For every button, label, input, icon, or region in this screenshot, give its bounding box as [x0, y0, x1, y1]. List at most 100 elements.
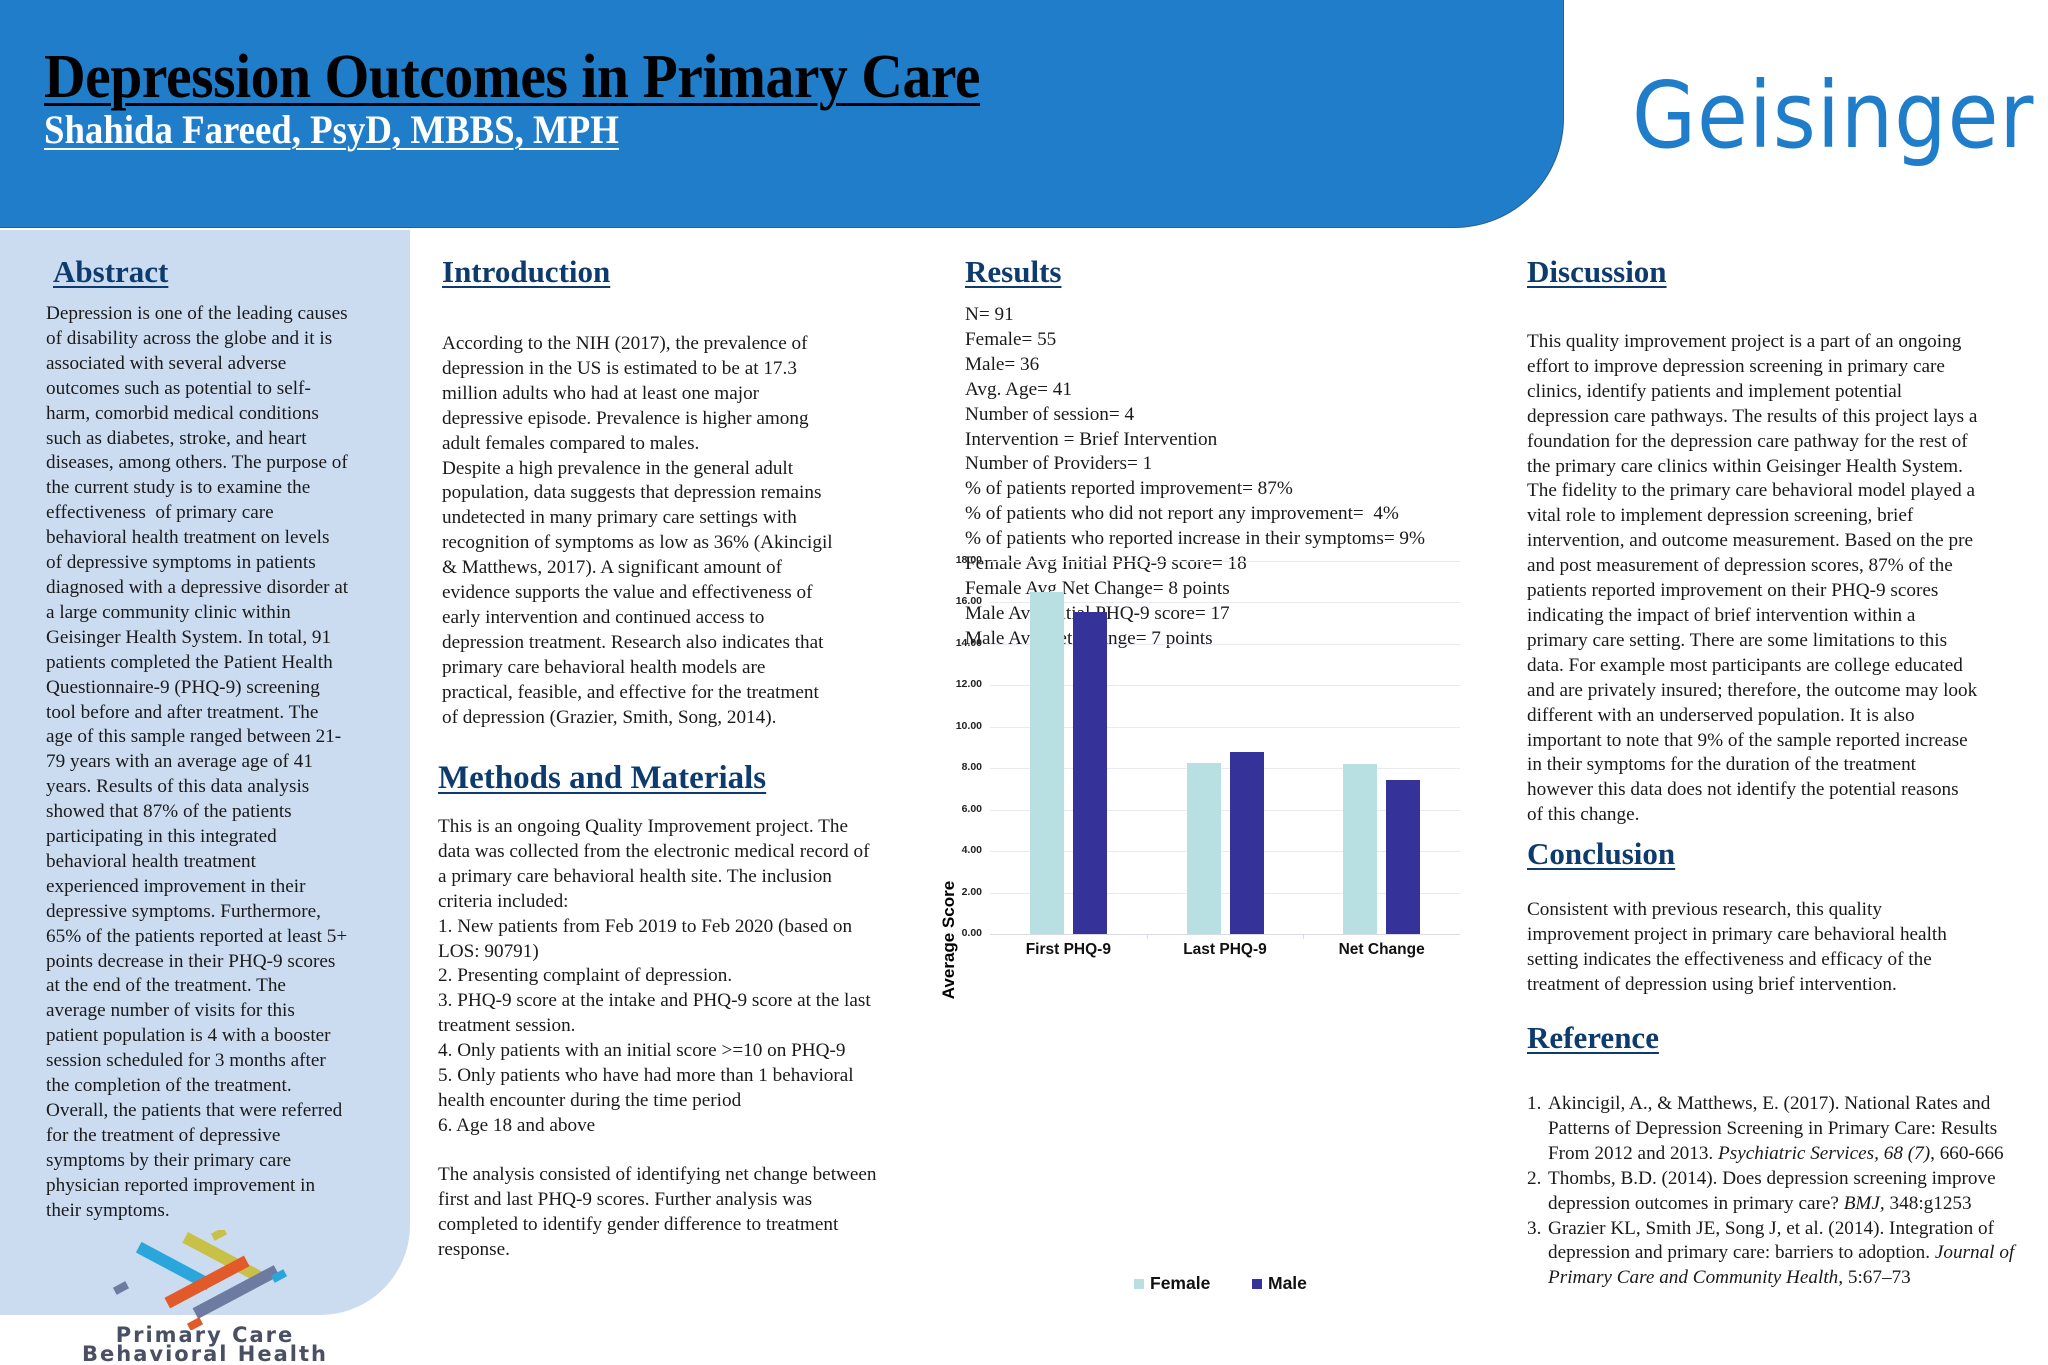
text-line: tool before and after treatment. The: [46, 701, 319, 723]
pcbh-line2: Behavioral Health: [82, 1342, 328, 1365]
text-line: % of patients who did not report any imp…: [965, 503, 1399, 525]
text-line: data. For example most participants are …: [1527, 654, 1963, 676]
text-line: Female Avg Initial PHQ-9 score= 18: [965, 553, 1247, 575]
text-line: of disability across the globe and it is: [46, 327, 333, 349]
reference-heading: Reference: [1527, 1020, 1659, 1055]
text-line: Number of session= 4: [965, 403, 1135, 425]
text-line: patient population is 4 with a booster: [46, 1025, 331, 1047]
text-line: 4. Only patients with an initial score >…: [438, 1040, 846, 1062]
text-line: age of this sample ranged between 21-: [46, 726, 342, 748]
text-line: the current study is to examine the: [46, 477, 311, 499]
text-line: physician reported improvement in: [46, 1174, 316, 1196]
discussion-text: This quality improvement project is a pa…: [1527, 330, 2027, 828]
text-line: years. Results of this data analysis: [46, 776, 310, 798]
poster-header: Depression Outcomes in Primary Care Shah…: [0, 0, 1564, 228]
text-line: symptoms by their primary care: [46, 1149, 292, 1171]
chart-y-tick: 18.00: [955, 554, 982, 566]
text-line: clinics, identify patients and implement…: [1527, 380, 1903, 402]
methods-analysis: The analysis consisted of identifying ne…: [438, 1163, 918, 1263]
text-line: diagnosed with a depressive disorder at: [46, 576, 349, 598]
text-line: 1. New patients from Feb 2019 to Feb 202…: [438, 915, 853, 937]
text-line: This quality improvement project is a pa…: [1527, 331, 1962, 352]
text-line: undetected in many primary care settings…: [442, 507, 797, 529]
chart-bar-male: [1386, 779, 1421, 934]
text-line: effectiveness of primary care: [46, 502, 274, 524]
abstract-heading: Abstract: [53, 254, 169, 289]
text-line: experienced improvement in their: [46, 875, 306, 897]
text-line: recognition of symptoms as low as 36% (A…: [442, 532, 833, 554]
text-line: Avg. Age= 41: [965, 378, 1072, 400]
text-line: points decrease in their PHQ-9 scores: [46, 950, 336, 972]
text-line: depressive episode. Prevalence is higher…: [442, 407, 809, 429]
chart-bar-female: [1186, 763, 1221, 934]
text-line: indicating the impact of brief intervent…: [1527, 604, 1916, 626]
chart-x-tick: Last PHQ-9: [1183, 941, 1267, 958]
pcbh-logo-icon: [112, 1230, 288, 1330]
text-line: treatment of depression using brief inte…: [1527, 973, 1897, 995]
text-line: 79 years with an average age of 41: [46, 751, 313, 773]
poster-title: Depression Outcomes in Primary Care: [44, 43, 981, 111]
text-line: the primary care clinics within Geisinge…: [1527, 455, 1963, 477]
text-line: data was collected from the electronic m…: [438, 840, 870, 862]
text-line: Male= 36: [965, 353, 1040, 375]
text-line: primary care behavioral health models ar…: [442, 656, 766, 678]
text-line: completed to identify gender difference …: [438, 1213, 839, 1235]
text-line: Number of Providers= 1: [965, 453, 1153, 475]
chart-gridline: [990, 685, 1460, 687]
text-line: a primary care behavioral health site. T…: [438, 865, 832, 887]
chart-gridline: [990, 851, 1460, 853]
logo-mark: [112, 1230, 288, 1330]
chart-y-tick: 0.00: [961, 927, 982, 939]
text-line: effort to improve depression screening i…: [1527, 355, 1945, 377]
chart-y-tick: 2.00: [961, 885, 982, 898]
poster-author: Shahida Fareed, PsyD, MBBS, MPH: [44, 107, 619, 152]
chart-bar-male: [1072, 611, 1107, 934]
introduction-heading: Introduction: [442, 254, 611, 289]
text-line: The fidelity to the primary care behavio…: [1527, 480, 1976, 502]
chart-gridline: [990, 726, 1460, 728]
chart-gridline: [990, 768, 1460, 770]
chart-y-tick: 10.00: [955, 719, 982, 732]
text-line: 65% of the patients reported at least 5+: [46, 925, 348, 947]
text-line: Depression is one of the leading causes: [46, 303, 348, 324]
text-line: This is an ongoing Quality Improvement p…: [438, 816, 848, 837]
chart-y-tick: 8.00: [961, 761, 982, 774]
chart-y-tick: 12.00: [955, 678, 982, 691]
legend-label: Female: [1150, 1273, 1211, 1293]
methods-criteria: This is an ongoing Quality Improvement p…: [438, 815, 918, 1139]
legend-swatch-icon: [1134, 1278, 1144, 1289]
text-line: & Matthews, 2017). A significant amount …: [442, 557, 783, 579]
methods-heading: Methods and Materials: [438, 760, 767, 796]
text-line: depression treatment. Research also indi…: [442, 631, 824, 653]
text-line: diseases, among others. The purpose of: [46, 452, 348, 474]
text-line: different with an underserved population…: [1527, 704, 1915, 726]
text-line: of depression (Grazier, Smith, Song, 201…: [442, 706, 777, 728]
text-line: 3. PHQ-9 score at the intake and PHQ-9 s…: [438, 990, 871, 1012]
text-line: a large community clinic within: [46, 601, 291, 623]
text-line: however this data does not identify the …: [1527, 779, 1959, 801]
text-line: at the end of the treatment. The: [46, 975, 286, 997]
text-line: patients completed the Patient Health: [46, 651, 333, 673]
text-line: depression care pathways. The results of…: [1527, 405, 1978, 427]
text-line: 6. Age 18 and above: [438, 1114, 596, 1136]
chart-y-tick: 6.00: [961, 802, 982, 815]
chart-y-tick: 4.00: [961, 844, 982, 857]
discussion-heading: Discussion: [1527, 254, 1667, 289]
text-line: harm, comorbid medical conditions: [46, 402, 319, 424]
conclusion-text: Consistent with previous research, this …: [1527, 898, 2027, 998]
text-line: of depressive symptoms in patients: [46, 552, 316, 574]
pcbh-line1: Primary Care: [115, 1323, 295, 1347]
text-line: adult females compared to males.: [442, 432, 700, 454]
text-line: According to the NIH (2017), the prevale…: [442, 333, 808, 354]
reference-item: 2. Thombs, B.D. (2014). Does depression …: [1527, 1167, 1996, 1214]
legend-swatch-icon: [1252, 1278, 1262, 1289]
chart-legend-female: Female: [1134, 1273, 1210, 1294]
chart-gridline: [990, 892, 1460, 894]
chart-bar-female: [1343, 764, 1378, 934]
chart-bar-female: [1029, 592, 1064, 934]
text-line: depressive symptoms. Furthermore,: [46, 900, 321, 922]
abstract-text: Depression is one of the leading causes o…: [46, 302, 386, 1224]
text-line: the completion of the treatment.: [46, 1075, 292, 1097]
text-line: early intervention and continued access …: [442, 606, 765, 628]
text-line: Female= 55: [965, 328, 1057, 350]
